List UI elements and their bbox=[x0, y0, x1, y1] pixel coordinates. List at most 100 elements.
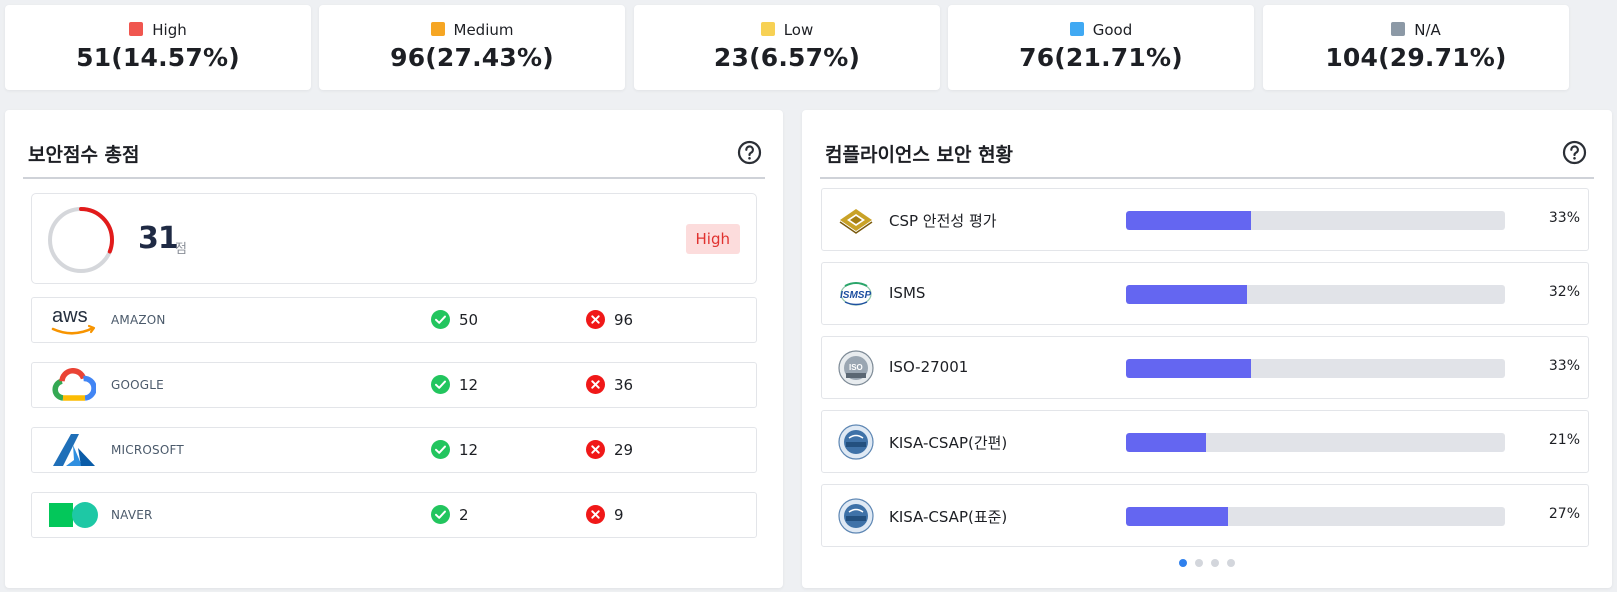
summary-value: 51(14.57%) bbox=[76, 43, 240, 72]
compliance-progress-fill bbox=[1126, 359, 1252, 378]
provider-row-amazon[interactable]: aws AMAZON 50 96 bbox=[31, 297, 757, 343]
panel-title: 컴플라이언스 보안 현황 bbox=[825, 144, 1014, 166]
provider-row-microsoft[interactable]: MICROSOFT 12 29 bbox=[31, 427, 757, 473]
fail-count: 29 bbox=[586, 440, 633, 459]
severity-summary: High 51(14.57%) Medium 96(27.43%) Low 23… bbox=[5, 5, 1610, 90]
compliance-percent: 33% bbox=[1548, 210, 1580, 226]
compliance-panel: 컴플라이언스 보안 현황 CSP 안전성 평가 33% ISMSP bbox=[802, 110, 1612, 588]
pass-count: 12 bbox=[431, 440, 478, 459]
question-circle-icon[interactable] bbox=[1562, 140, 1587, 165]
compliance-name: KISA-CSAP(간편) bbox=[889, 434, 1008, 452]
fail-count: 9 bbox=[586, 505, 624, 524]
compliance-progress-fill bbox=[1126, 285, 1248, 304]
iso-27001-logo: ISO bbox=[837, 350, 875, 386]
compliance-percent: 32% bbox=[1548, 284, 1580, 300]
check-circle-icon bbox=[431, 505, 450, 524]
compliance-name: KISA-CSAP(표준) bbox=[889, 508, 1008, 526]
compliance-name: ISO-27001 bbox=[889, 358, 969, 376]
provider-name: MICROSOFT bbox=[111, 443, 184, 457]
question-circle-icon[interactable] bbox=[737, 140, 762, 165]
summary-label: Low bbox=[634, 21, 940, 39]
panel-divider bbox=[23, 177, 765, 179]
aws-logo: aws bbox=[48, 298, 100, 342]
summary-value: 104(29.71%) bbox=[1325, 43, 1507, 72]
summary-card-good[interactable]: Good 76(21.71%) bbox=[948, 5, 1254, 90]
pass-count: 2 bbox=[431, 505, 469, 524]
compliance-progress-bar bbox=[1126, 507, 1505, 526]
good-color-swatch-icon bbox=[1069, 22, 1084, 36]
summary-label: Good bbox=[948, 21, 1254, 39]
svg-text:aws: aws bbox=[52, 305, 88, 327]
provider-name: AMAZON bbox=[111, 313, 166, 327]
panel-title: 보안점수 총점 bbox=[28, 144, 140, 166]
low-color-swatch-icon bbox=[760, 22, 775, 36]
summary-value: 76(21.71%) bbox=[1019, 43, 1183, 72]
compliance-progress-bar bbox=[1126, 433, 1505, 452]
summary-value: 23(6.57%) bbox=[713, 43, 861, 72]
svg-text:ISMSP: ISMSP bbox=[840, 290, 871, 301]
total-score-box: 31 점 High bbox=[31, 193, 757, 284]
compliance-progress-bar bbox=[1126, 285, 1505, 304]
panel-divider bbox=[820, 177, 1594, 179]
compliance-row-kisa-csap-simple[interactable]: KISA-CSAP(간편) 21% bbox=[821, 410, 1589, 473]
kisa-csap-logo bbox=[837, 424, 875, 460]
summary-card-medium[interactable]: Medium 96(27.43%) bbox=[319, 5, 625, 90]
x-circle-icon bbox=[586, 310, 605, 329]
fail-count: 36 bbox=[586, 375, 633, 394]
pager-dot-1[interactable] bbox=[1179, 559, 1187, 567]
summary-label: N/A bbox=[1263, 21, 1569, 39]
check-circle-icon bbox=[431, 440, 450, 459]
pass-count: 50 bbox=[431, 310, 478, 329]
compliance-row-iso-27001[interactable]: ISO ISO-27001 33% bbox=[821, 336, 1589, 399]
provider-name: GOOGLE bbox=[111, 378, 164, 392]
high-color-swatch-icon bbox=[129, 22, 144, 36]
provider-row-naver[interactable]: NAVER 2 9 bbox=[31, 492, 757, 538]
provider-row-google[interactable]: GOOGLE 12 36 bbox=[31, 362, 757, 408]
compliance-progress-fill bbox=[1126, 507, 1229, 526]
compliance-name: CSP 안전성 평가 bbox=[889, 212, 997, 230]
compliance-row-csp[interactable]: CSP 안전성 평가 33% bbox=[821, 188, 1589, 251]
compliance-progress-fill bbox=[1126, 211, 1252, 230]
score-unit: 점 bbox=[175, 242, 187, 257]
pager-dot-4[interactable] bbox=[1227, 559, 1235, 567]
compliance-progress-bar bbox=[1126, 211, 1505, 230]
pass-count: 12 bbox=[431, 375, 478, 394]
carousel-pager bbox=[802, 559, 1612, 567]
pager-dot-2[interactable] bbox=[1195, 559, 1203, 567]
compliance-row-isms[interactable]: ISMSP ISMS 32% bbox=[821, 262, 1589, 325]
security-score-panel: 보안점수 총점 31 점 High aws AMAZON 50 96 bbox=[5, 110, 783, 588]
compliance-progress-bar bbox=[1126, 359, 1505, 378]
summary-card-high[interactable]: High 51(14.57%) bbox=[5, 5, 311, 90]
x-circle-icon bbox=[586, 375, 605, 394]
summary-card-low[interactable]: Low 23(6.57%) bbox=[634, 5, 940, 90]
compliance-progress-fill bbox=[1126, 433, 1206, 452]
provider-name: NAVER bbox=[111, 508, 153, 522]
medium-color-swatch-icon bbox=[430, 22, 445, 36]
compliance-name: ISMS bbox=[889, 284, 926, 302]
compliance-row-kisa-csap-standard[interactable]: KISA-CSAP(표준) 27% bbox=[821, 484, 1589, 547]
csp-logo bbox=[837, 202, 875, 238]
compliance-percent: 33% bbox=[1548, 358, 1580, 374]
summary-label: High bbox=[5, 21, 311, 39]
summary-card-na[interactable]: N/A 104(29.71%) bbox=[1263, 5, 1569, 90]
score-gauge bbox=[46, 205, 116, 275]
summary-value: 96(27.43%) bbox=[390, 43, 554, 72]
check-circle-icon bbox=[431, 310, 450, 329]
summary-label: Medium bbox=[319, 21, 625, 39]
azure-logo bbox=[48, 428, 100, 472]
fail-count: 96 bbox=[586, 310, 633, 329]
score-value: 31 bbox=[138, 221, 179, 256]
score-severity-badge: High bbox=[685, 224, 740, 254]
pager-dot-3[interactable] bbox=[1211, 559, 1219, 567]
x-circle-icon bbox=[586, 505, 605, 524]
isms-p-logo: ISMSP bbox=[837, 276, 875, 312]
x-circle-icon bbox=[586, 440, 605, 459]
kisa-csap-logo bbox=[837, 498, 875, 534]
google-cloud-logo bbox=[48, 363, 100, 407]
score-gauge-arc bbox=[48, 207, 114, 273]
na-color-swatch-icon bbox=[1391, 22, 1406, 36]
check-circle-icon bbox=[431, 375, 450, 394]
naver-cloud-logo bbox=[48, 493, 100, 537]
compliance-percent: 21% bbox=[1548, 432, 1580, 448]
svg-text:ISO: ISO bbox=[849, 363, 863, 372]
